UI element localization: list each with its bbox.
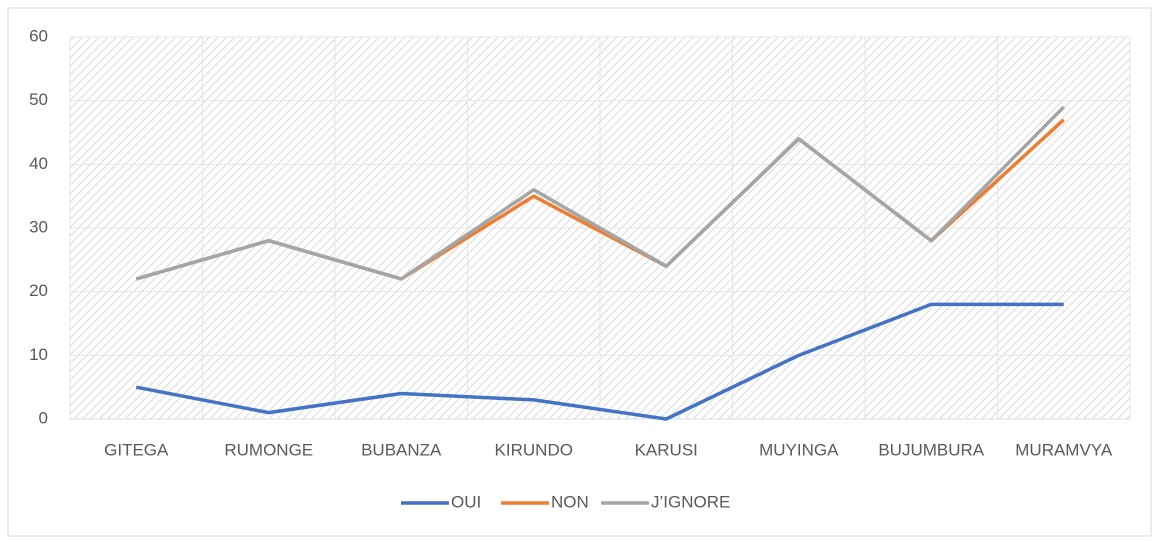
y-tick-label: 0 [39,408,48,427]
x-tick-label: BUJUMBURA [878,440,984,459]
y-tick-label: 20 [29,281,48,300]
legend-label: NON [551,492,589,511]
x-tick-label: MURAMVYA [1015,440,1113,459]
x-tick-label: MUYINGA [759,440,839,459]
legend-label: J’IGNORE [651,492,730,511]
line-series [135,105,1065,281]
x-tick-label: KARUSI [635,440,698,459]
y-tick-label: 40 [29,154,48,173]
y-tick-label: 10 [29,345,48,364]
x-tick-label: RUMONGE [224,440,313,459]
y-tick-label: 60 [29,26,48,45]
y-tick-label: 50 [29,90,48,109]
line-series [135,302,1064,421]
y-tick-label: 30 [29,217,48,236]
x-tick-label: KIRUNDO [495,440,573,459]
x-tick-label: BUBANZA [361,440,442,459]
x-tick-label: GITEGA [104,440,169,459]
legend-label: OUI [451,492,481,511]
